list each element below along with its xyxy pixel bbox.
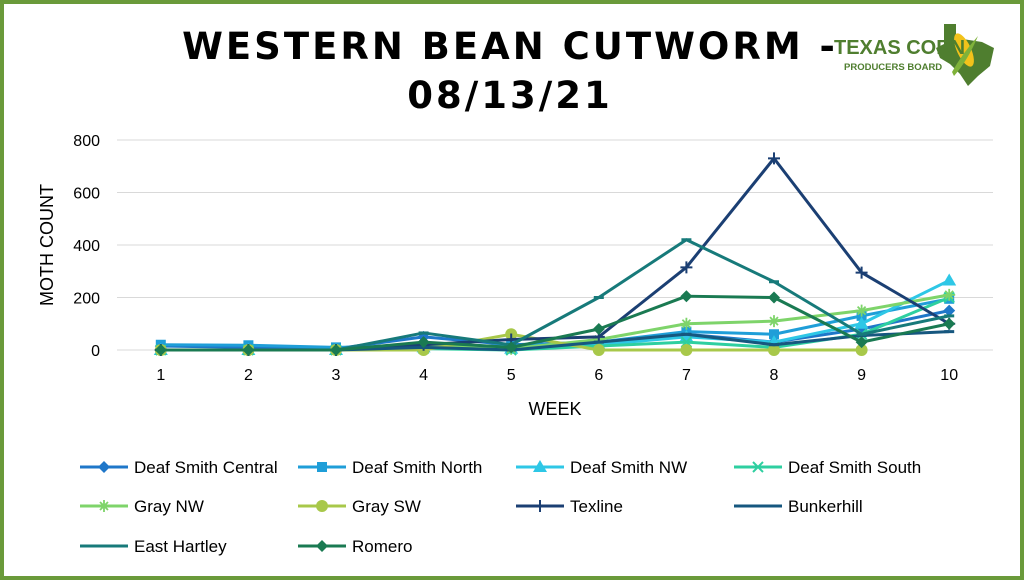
data-point-deaf-smith-nw <box>854 316 869 329</box>
corn-cob-icon <box>954 33 974 67</box>
data-point-gray-nw <box>768 315 780 328</box>
legend-marker-gray-sw <box>316 500 328 512</box>
data-point-texline <box>680 261 693 274</box>
logo-line2: PRODUCERS BOARD <box>844 62 942 73</box>
data-point-gray-nw <box>680 317 693 330</box>
legend-marker-deaf-smith-south <box>752 461 764 473</box>
legend-label-bunkerhill: Bunkerhill <box>788 497 863 516</box>
data-point-gray-sw <box>855 344 868 356</box>
data-point-gray-nw <box>855 304 868 317</box>
x-tick-label: 1 <box>156 367 165 384</box>
texas-corn-logo: TEXAS CORN PRODUCERS BOARD <box>834 24 994 86</box>
series-line-romero <box>160 294 950 352</box>
legend-label-gray-sw: Gray SW <box>352 497 421 516</box>
data-point-romero <box>943 317 956 330</box>
y-tick-label: 800 <box>73 133 100 150</box>
legend-label-deaf-smith-nw: Deaf Smith NW <box>570 458 687 477</box>
data-point-romero <box>417 336 430 349</box>
legend-label-east-hartley: East Hartley <box>134 537 227 556</box>
data-point-romero <box>855 336 868 349</box>
data-point-romero <box>330 344 342 356</box>
data-point-romero <box>592 323 605 335</box>
data-point-deaf-smith-north <box>769 329 779 340</box>
legend-label-texline: Texline <box>570 497 623 516</box>
data-point-deaf-smith-central <box>943 304 956 317</box>
data-point-romero <box>768 291 780 304</box>
chart-title: WESTERN BEAN CUTWORM - 08/13/21 <box>182 25 838 117</box>
y-tick-label: 200 <box>73 291 100 308</box>
legend-label-deaf-smith-central: Deaf Smith Central <box>134 458 278 477</box>
data-point-romero <box>242 344 255 356</box>
data-point-gray-nw <box>943 288 956 301</box>
x-tick-label: 2 <box>244 367 253 384</box>
x-tick-label: 7 <box>682 367 691 384</box>
legend-label-gray-nw: Gray NW <box>134 497 204 516</box>
legend-marker-deaf-smith-nw <box>533 460 547 472</box>
y-axis-title: MOTH COUNT <box>37 184 57 306</box>
x-tick-label: 3 <box>332 367 341 384</box>
legend-marker-deaf-smith-north <box>317 462 327 472</box>
y-tick-label: 0 <box>91 343 100 360</box>
y-tick-label: 400 <box>73 238 100 255</box>
data-point-texline <box>855 266 868 279</box>
legend-label-romero: Romero <box>352 537 412 556</box>
data-point-romero <box>505 341 518 354</box>
legend-marker-gray-nw <box>98 500 110 512</box>
x-tick-label: 4 <box>419 367 428 384</box>
logo-line1: TEXAS CORN <box>834 37 965 59</box>
legend-marker-deaf-smith-central <box>98 461 110 473</box>
legend-label-deaf-smith-south: Deaf Smith South <box>788 458 921 477</box>
x-tick-label: 5 <box>507 367 516 384</box>
data-point-gray-sw <box>768 344 780 356</box>
x-tick-label: 9 <box>857 367 866 384</box>
x-tick-label: 6 <box>594 367 603 384</box>
legend-marker-texline <box>534 500 546 512</box>
x-tick-label: 8 <box>770 367 779 384</box>
data-point-texline <box>768 152 780 165</box>
x-axis-title: WEEK <box>528 399 581 419</box>
data-point-gray-sw <box>680 344 693 356</box>
x-tick-label: 10 <box>940 367 958 384</box>
y-tick-label: 600 <box>73 186 100 203</box>
data-point-romero <box>680 290 693 303</box>
data-point-romero <box>154 344 167 356</box>
data-point-deaf-smith-nw <box>942 273 957 286</box>
legend-marker-romero <box>316 540 328 552</box>
data-point-gray-sw <box>592 344 605 356</box>
legend-label-deaf-smith-north: Deaf Smith North <box>352 458 482 477</box>
corn-leaf-icon <box>952 36 978 76</box>
